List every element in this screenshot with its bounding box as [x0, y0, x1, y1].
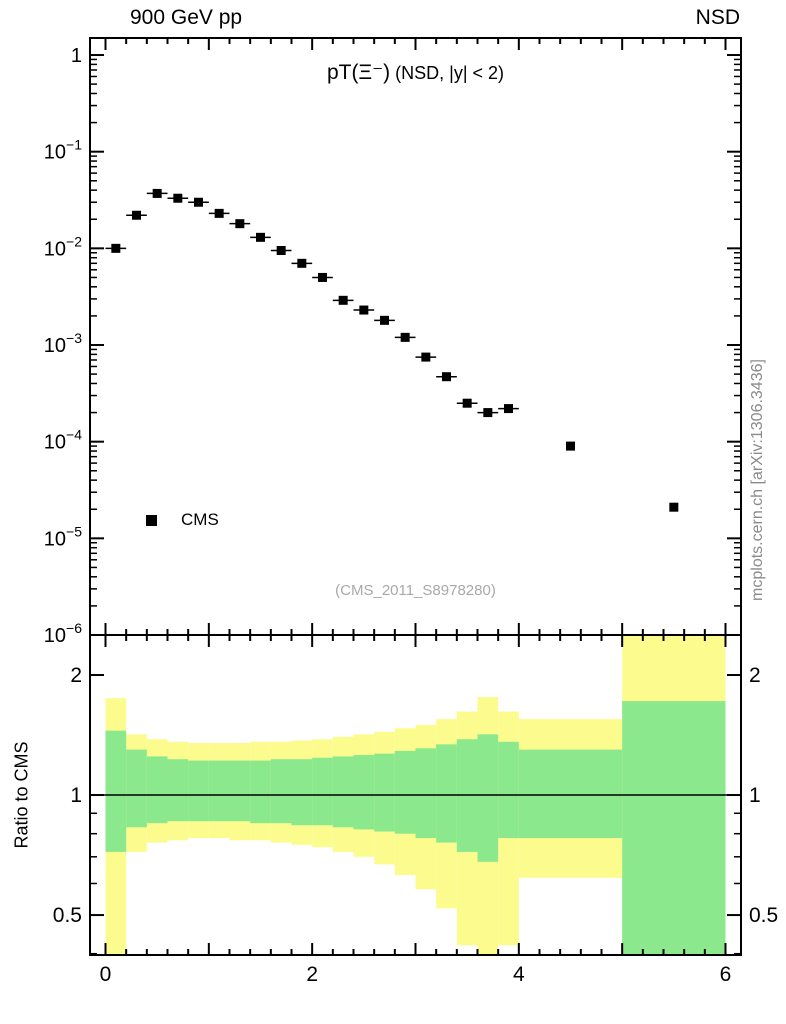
mcplots-attribution: mcplots.cern.ch [arXiv:1306.3436]: [749, 359, 766, 601]
svg-text:0: 0: [100, 963, 112, 986]
svg-text:0.5: 0.5: [749, 904, 778, 927]
svg-text:2: 2: [306, 963, 318, 986]
svg-text:1: 1: [749, 784, 761, 807]
svg-text:1: 1: [70, 784, 82, 807]
ratio-axis-title: Ratio to CMS: [11, 741, 32, 849]
svg-text:1: 1: [71, 45, 82, 67]
plot-title-cuts: (NSD, |y| < 2): [390, 63, 505, 83]
beam-energy-label: 900 GeV pp: [130, 6, 243, 29]
svg-text:10−5: 10−5: [44, 523, 82, 550]
svg-text:2: 2: [749, 664, 761, 687]
cms-marker-icon: [146, 514, 157, 526]
plot-title: pT(Ξ⁻) (NSD, |y| < 2): [90, 60, 741, 85]
legend: CMS: [146, 510, 219, 530]
svg-text:10−4: 10−4: [44, 427, 82, 454]
analysis-id-watermark: (CMS_2011_S8978280): [335, 582, 496, 599]
plot-title-observable: pT(Ξ⁻): [326, 61, 391, 84]
legend-label: CMS: [181, 510, 219, 529]
svg-text:4: 4: [513, 963, 525, 986]
svg-text:2: 2: [70, 664, 82, 687]
svg-text:6: 6: [720, 963, 732, 986]
svg-text:10−1: 10−1: [44, 137, 82, 164]
svg-text:10−2: 10−2: [44, 233, 82, 260]
svg-text:10−3: 10−3: [44, 330, 82, 357]
event-class-label: NSD: [695, 6, 740, 29]
svg-text:0.5: 0.5: [53, 904, 82, 927]
svg-text:10−6: 10−6: [44, 620, 82, 647]
